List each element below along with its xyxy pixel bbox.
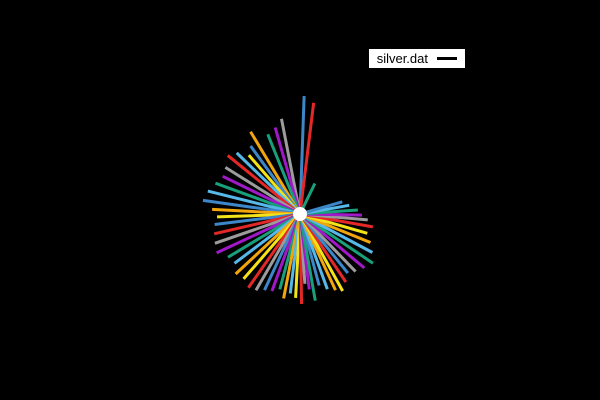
ray-line	[273, 127, 302, 215]
legend-line-sample-icon	[437, 57, 457, 60]
ray-line	[224, 166, 301, 216]
ray-line	[214, 212, 301, 245]
legend[interactable]: silver.dat	[368, 48, 466, 69]
ray-line	[298, 102, 316, 215]
ray-group	[202, 96, 374, 305]
ray-line	[298, 96, 306, 215]
center-hub-marker	[293, 207, 307, 221]
ray-line	[299, 212, 374, 265]
ray-line	[215, 212, 301, 255]
legend-label: silver.dat	[376, 51, 428, 66]
ray-line	[207, 189, 301, 216]
ray-line	[299, 200, 343, 216]
ray-line	[213, 212, 301, 236]
ray-line	[234, 212, 302, 276]
ray-line	[214, 181, 301, 216]
ray-line	[266, 133, 302, 215]
ray-line	[226, 154, 301, 216]
